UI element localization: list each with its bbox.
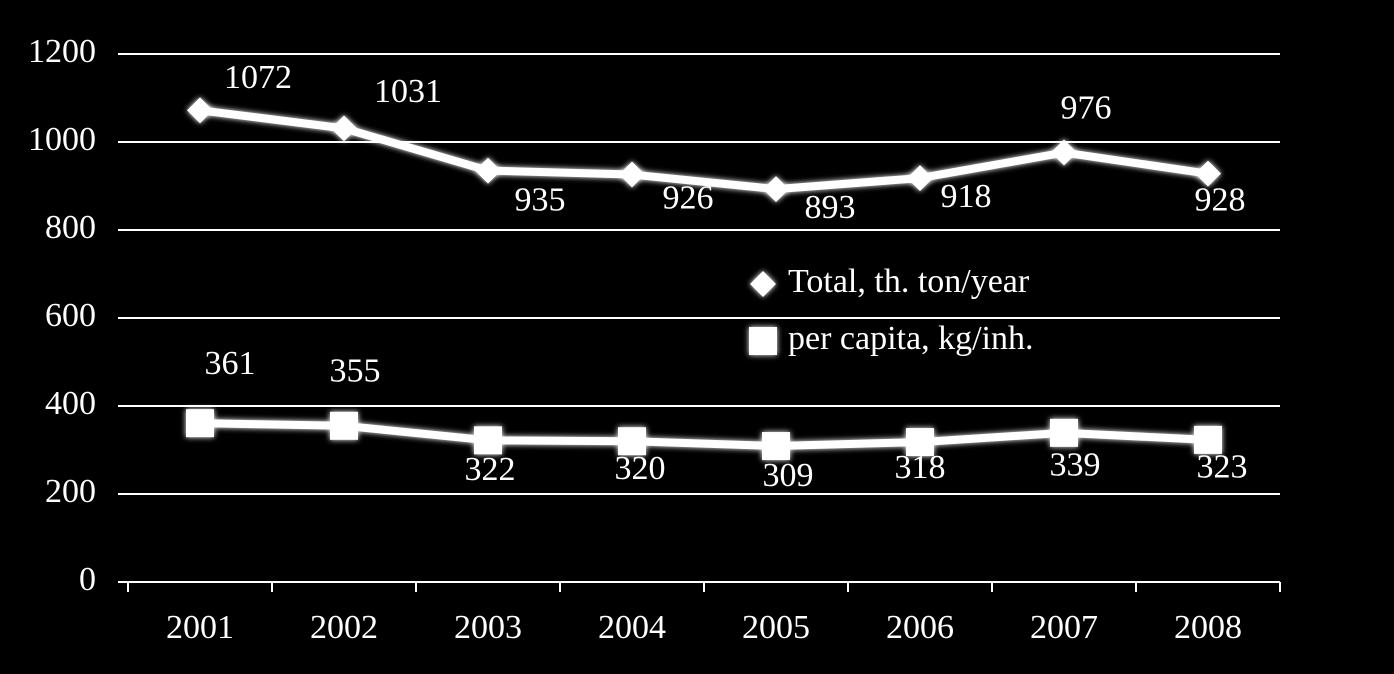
data-label: 309 (763, 457, 814, 494)
point (907, 165, 933, 192)
point (330, 411, 358, 440)
point (906, 428, 934, 457)
point (619, 161, 645, 188)
y-tick-label: 400 (45, 385, 96, 422)
y-tick-label: 1000 (28, 121, 96, 158)
data-label: 893 (805, 189, 856, 226)
data-label: 322 (465, 451, 516, 488)
point (750, 271, 776, 297)
y-tick-label: 800 (45, 209, 96, 246)
point (1194, 425, 1222, 454)
x-tick-label: 2002 (310, 609, 378, 646)
data-label: 339 (1050, 447, 1101, 484)
legend-label: Total, th. ton/year (788, 263, 1030, 300)
x-tick-label: 2008 (1174, 609, 1242, 646)
data-label: 928 (1195, 181, 1246, 218)
data-label: 318 (895, 449, 946, 486)
point (618, 427, 646, 456)
point (331, 115, 357, 142)
y-tick-label: 200 (45, 473, 96, 510)
point (187, 97, 213, 124)
data-label: 1072 (224, 59, 292, 96)
point (763, 176, 789, 203)
data-label: 320 (615, 450, 666, 487)
x-tick-label: 2001 (166, 609, 234, 646)
y-tick-label: 0 (79, 561, 96, 598)
x-tick-label: 2006 (886, 609, 954, 646)
data-label: 976 (1061, 89, 1112, 126)
data-label: 361 (205, 345, 256, 382)
x-tick-label: 2007 (1030, 609, 1098, 646)
x-tick-label: 2004 (598, 609, 666, 646)
series-line (199, 106, 1209, 194)
y-tick-label: 1200 (28, 33, 96, 70)
point (474, 426, 502, 455)
point (475, 157, 501, 184)
series-line (199, 419, 1209, 451)
data-label: 918 (941, 178, 992, 215)
data-label: 323 (1197, 449, 1248, 486)
data-label: 1031 (374, 73, 442, 110)
point (749, 327, 777, 355)
point (1051, 139, 1077, 166)
point (186, 409, 214, 438)
legend-label: per capita, kg/inh. (788, 320, 1033, 357)
y-tick-label: 600 (45, 297, 96, 334)
point (1195, 160, 1221, 187)
point (1050, 418, 1078, 447)
x-tick-label: 2003 (454, 609, 522, 646)
data-label: 926 (663, 179, 714, 216)
x-tick-label: 2005 (742, 609, 810, 646)
data-label: 935 (515, 181, 566, 218)
data-label: 355 (330, 353, 381, 390)
point (762, 432, 790, 461)
